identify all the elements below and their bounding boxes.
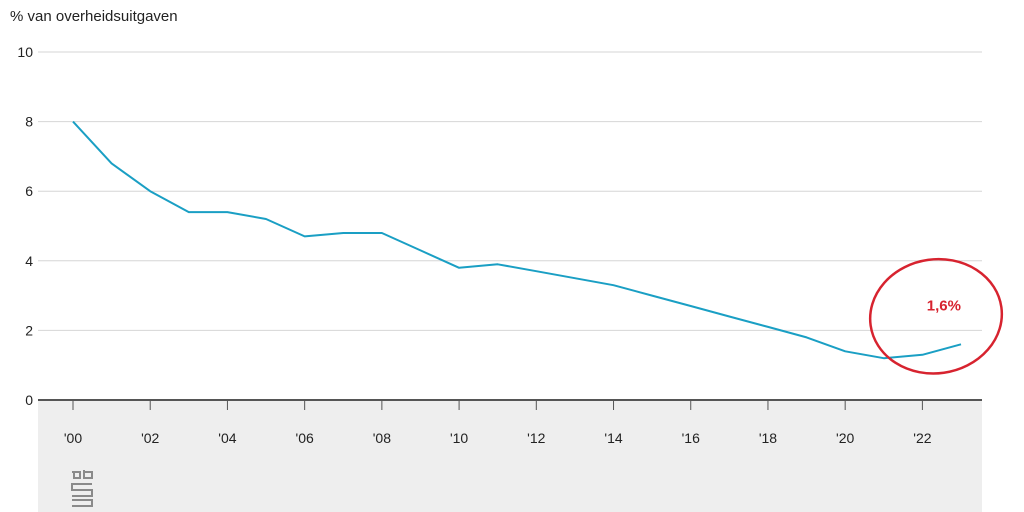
y-tick-label: 6 [25, 183, 33, 199]
x-tick-label: '06 [296, 430, 314, 446]
x-tick-label: '18 [759, 430, 777, 446]
y-tick-label: 0 [25, 392, 33, 408]
x-tick-label: '22 [913, 430, 931, 446]
y-tick-label: 10 [17, 44, 33, 60]
x-axis-band [38, 400, 982, 512]
series-line [72, 120, 962, 360]
x-tick-label: '10 [450, 430, 468, 446]
x-tick-label: '16 [682, 430, 700, 446]
annotation-label: 1,6% [927, 297, 961, 314]
y-axis-title: % van overheidsuitgaven [10, 8, 178, 25]
annotation-circle [868, 257, 1004, 375]
x-tick-label: '08 [373, 430, 391, 446]
y-tick-label: 8 [25, 114, 33, 130]
x-tick-label: '12 [527, 430, 545, 446]
y-tick-label: 2 [25, 322, 33, 338]
x-tick-label: '14 [604, 430, 622, 446]
x-tick-label: '00 [64, 430, 82, 446]
x-tick-label: '02 [141, 430, 159, 446]
y-tick-label: 4 [25, 253, 33, 269]
x-tick-label: '20 [836, 430, 854, 446]
cbs-logo-icon [71, 470, 93, 507]
x-tick-label: '04 [218, 430, 236, 446]
